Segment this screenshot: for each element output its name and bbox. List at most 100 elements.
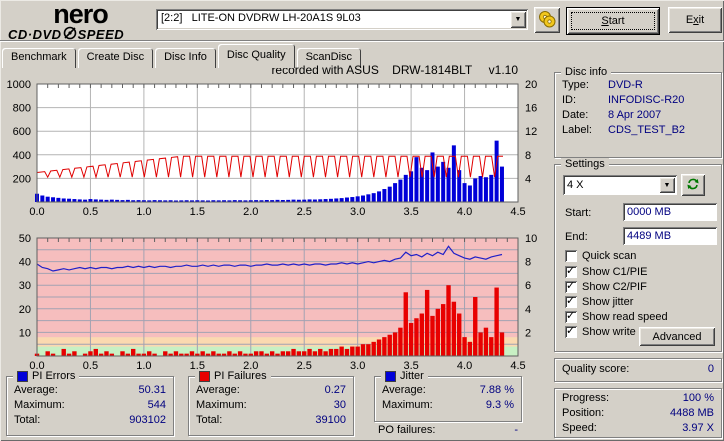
checkbox-icon[interactable] bbox=[565, 294, 577, 308]
pi-errors-title: PI Errors bbox=[32, 370, 76, 382]
svg-text:8: 8 bbox=[525, 150, 531, 162]
svg-text:4: 4 bbox=[525, 173, 531, 185]
svg-text:3.0: 3.0 bbox=[350, 360, 365, 372]
chevron-down-icon[interactable]: ▼ bbox=[659, 177, 675, 193]
checkbox-show-c1-pie[interactable]: Show C1/PIE bbox=[565, 264, 647, 279]
svg-text:3.0: 3.0 bbox=[350, 206, 365, 218]
tab-disc-info[interactable]: Disc Info bbox=[155, 48, 216, 68]
pi-failures-total: 39100 bbox=[315, 414, 346, 426]
svg-text:4.5: 4.5 bbox=[510, 360, 525, 372]
start-field[interactable]: 0000 MB bbox=[623, 203, 717, 221]
svg-text:800: 800 bbox=[13, 103, 31, 115]
start-field-label: Start: bbox=[565, 207, 592, 219]
svg-text:0.0: 0.0 bbox=[29, 206, 44, 218]
checkbox-icon[interactable] bbox=[565, 279, 577, 293]
jitter-legend-icon bbox=[385, 370, 396, 382]
svg-text:1000: 1000 bbox=[7, 79, 31, 91]
position-value: 4488 MB bbox=[669, 407, 714, 419]
svg-text:12: 12 bbox=[525, 126, 537, 138]
logo-nero-text: nero bbox=[53, 0, 109, 29]
svg-text:4: 4 bbox=[525, 304, 531, 316]
svg-text:recorded with ASUS DRW-1814: recorded with ASUS DRW-1814BLT v1.10 bbox=[271, 63, 518, 77]
svg-text:1.5: 1.5 bbox=[190, 360, 205, 372]
checkbox-show-c2-pif[interactable]: Show C2/PIF bbox=[565, 279, 647, 294]
pi-failures-title: PI Failures bbox=[214, 370, 267, 382]
svg-text:10: 10 bbox=[525, 233, 537, 245]
tab-bar: Benchmark Create Disc Disc Info Disc Qua… bbox=[2, 44, 363, 68]
po-failures-row: PO failures: - bbox=[378, 424, 518, 436]
logo-cddvd-text: CD·DVD bbox=[8, 27, 62, 42]
eject-disc-button[interactable] bbox=[534, 7, 560, 33]
svg-text:6: 6 bbox=[525, 280, 531, 292]
refresh-button[interactable] bbox=[681, 174, 705, 196]
refresh-icon bbox=[686, 177, 700, 194]
speed-select-value: 4 X bbox=[567, 179, 584, 191]
exit-button-label: Exit bbox=[685, 14, 705, 26]
disc-info-box: Disc info Type: DVD-R ID: INFODISC-R20 Dat… bbox=[554, 66, 722, 158]
jitter-title: Jitter bbox=[400, 370, 424, 382]
progress-box: Progress: 100 % Position: 4488 MB Speed: 3.… bbox=[554, 388, 722, 438]
checkbox-icon[interactable] bbox=[565, 309, 577, 323]
end-field-value: 4489 MB bbox=[627, 230, 672, 242]
quality-score-label: Quality score: bbox=[562, 363, 630, 375]
chevron-down-icon[interactable]: ▼ bbox=[510, 11, 526, 28]
po-failures-value: - bbox=[514, 424, 518, 436]
pi-failures-box: PI Failures Average: 0.27 Maximum: 30 Tota… bbox=[188, 370, 354, 436]
svg-text:8: 8 bbox=[525, 257, 531, 269]
start-button[interactable]: Start bbox=[566, 7, 660, 35]
disc-icon bbox=[63, 26, 77, 43]
progress-value: 100 % bbox=[682, 392, 714, 404]
jitter-average: 7.88 % bbox=[479, 384, 514, 396]
tab-benchmark[interactable]: Benchmark bbox=[2, 48, 76, 68]
tab-disc-quality[interactable]: Disc Quality bbox=[217, 44, 295, 68]
disc-date: 8 Apr 2007 bbox=[608, 109, 662, 121]
checkbox-show-read-speed[interactable]: Show read speed bbox=[565, 309, 668, 324]
svg-text:0.5: 0.5 bbox=[83, 360, 98, 372]
advanced-button[interactable]: Advanced bbox=[639, 327, 715, 346]
exit-button[interactable]: Exit bbox=[668, 7, 722, 33]
disc-id: INFODISC-R20 bbox=[608, 94, 685, 106]
quality-scan-charts: recorded with ASUS DRW-1814BLT v1.10 200 4… bbox=[7, 63, 538, 372]
checkbox-quick-scan[interactable]: Quick scan bbox=[565, 249, 636, 263]
checkbox-icon[interactable] bbox=[565, 264, 577, 278]
speed-value: 3.97 X bbox=[682, 422, 714, 434]
drive-selector[interactable]: [2:2] LITE-ON DVDRW LH-20A1S 9L03 ▼ bbox=[156, 9, 528, 30]
start-field-value: 0000 MB bbox=[627, 206, 672, 218]
speed-select[interactable]: 4 X ▼ bbox=[563, 175, 677, 195]
svg-text:2.5: 2.5 bbox=[297, 360, 312, 372]
svg-text:1.0: 1.0 bbox=[136, 206, 151, 218]
checkbox-icon[interactable] bbox=[565, 324, 577, 338]
tab-create-disc[interactable]: Create Disc bbox=[77, 48, 154, 68]
checkbox-icon[interactable] bbox=[565, 250, 577, 262]
nero-logo: nero CD·DVD SPEED bbox=[8, 0, 153, 43]
svg-text:10: 10 bbox=[19, 327, 31, 339]
focus-rect bbox=[571, 12, 655, 30]
svg-text:3.5: 3.5 bbox=[403, 360, 418, 372]
svg-text:4.0: 4.0 bbox=[457, 360, 472, 372]
checkbox-show-jitter[interactable]: Show jitter bbox=[565, 294, 633, 309]
settings-title: Settings bbox=[565, 158, 605, 170]
svg-text:20: 20 bbox=[19, 304, 31, 316]
svg-text:2.0: 2.0 bbox=[243, 206, 258, 218]
pi-errors-legend-icon bbox=[17, 370, 28, 382]
end-field[interactable]: 4489 MB bbox=[623, 227, 717, 245]
svg-text:16: 16 bbox=[525, 103, 537, 115]
svg-text:200: 200 bbox=[13, 173, 31, 185]
tab-scandisc[interactable]: ScanDisc bbox=[296, 48, 362, 68]
settings-box: Settings 4 X ▼ Start: 0000 MB End: 4489 … bbox=[554, 158, 722, 352]
svg-text:4.5: 4.5 bbox=[510, 206, 525, 218]
svg-text:2.5: 2.5 bbox=[297, 206, 312, 218]
svg-text:30: 30 bbox=[19, 280, 31, 292]
logo-subtitle: CD·DVD SPEED bbox=[8, 26, 153, 43]
pi-errors-box: PI Errors Average: 50.31 Maximum: 544 Tota… bbox=[6, 370, 174, 436]
advanced-button-label: Advanced bbox=[652, 330, 702, 343]
svg-text:40: 40 bbox=[19, 257, 31, 269]
jitter-maximum: 9.3 % bbox=[485, 399, 514, 411]
svg-text:2: 2 bbox=[525, 327, 531, 339]
svg-text:0.5: 0.5 bbox=[83, 206, 98, 218]
header-divider bbox=[0, 40, 724, 42]
svg-text:0.0: 0.0 bbox=[29, 360, 44, 372]
svg-text:20: 20 bbox=[525, 79, 537, 91]
pi-errors-average: 50.31 bbox=[138, 384, 166, 396]
